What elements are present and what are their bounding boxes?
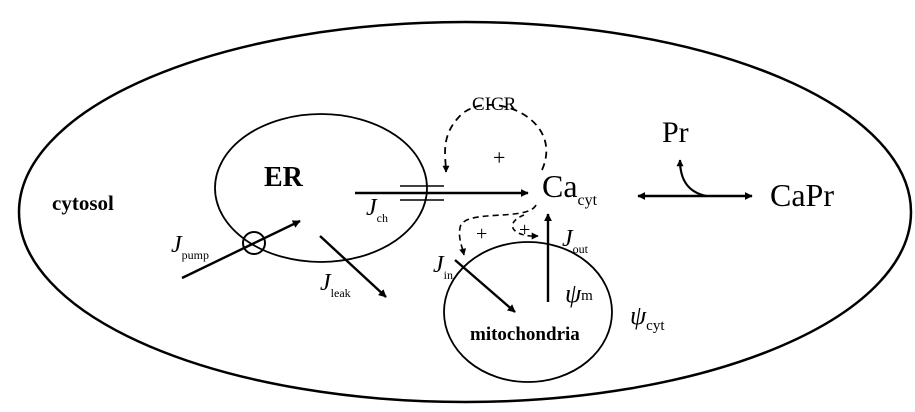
psi-m-label: ψm xyxy=(565,279,593,308)
cicr-label: CICR xyxy=(472,94,517,115)
j-leak-symbol: J xyxy=(320,270,332,296)
feedback-plus-left: + xyxy=(476,223,487,245)
psi-cyt-symbol: ψ xyxy=(630,301,647,330)
j-ch-symbol: J xyxy=(366,195,378,221)
cytosol-label: cytosol xyxy=(52,191,114,215)
er-label: ER xyxy=(264,162,304,193)
pr-label: Pr xyxy=(662,116,689,149)
j-leak-sub: leak xyxy=(331,286,351,300)
j-in-label: Jin xyxy=(433,252,453,282)
capr-label: CaPr xyxy=(770,177,834,213)
er-compartment xyxy=(214,113,428,263)
j-in-sub: in xyxy=(444,268,453,282)
j-in-symbol: J xyxy=(433,252,445,278)
cicr-plus-sign: + xyxy=(493,145,505,170)
j-leak-label: Jleak xyxy=(320,270,351,300)
mitochondria-label: mitochondria xyxy=(470,324,580,345)
feedback-arrow-right xyxy=(511,214,539,240)
j-pump-arrow xyxy=(181,219,301,280)
ca-cyt-label: Cacyt xyxy=(542,168,598,209)
j-out-sub: out xyxy=(573,242,589,256)
pump-symbol xyxy=(242,231,266,255)
feedback-arrow-left xyxy=(458,204,537,256)
j-out-label: Jout xyxy=(562,226,589,256)
psi-m-symbol: ψ xyxy=(565,279,582,308)
psi-m-sub: m xyxy=(581,288,593,304)
cicr-feedback-arrow xyxy=(442,103,548,173)
j-pump-symbol: J xyxy=(171,232,183,258)
j-ch-label: Jch xyxy=(366,195,388,225)
j-pump-sub: pump xyxy=(182,248,209,262)
ca-sub-text: cyt xyxy=(578,192,598,209)
psi-cyt-sub: cyt xyxy=(646,318,665,334)
j-pump-label: Jpump xyxy=(171,232,209,262)
cell-boundary xyxy=(17,20,913,404)
pr-branch-arrow xyxy=(676,159,707,198)
ca-base-text: Ca xyxy=(542,168,578,204)
j-out-symbol: J xyxy=(562,226,574,252)
j-ch-sub: ch xyxy=(377,211,388,225)
feedback-plus-right: + xyxy=(519,219,530,241)
mitochondria-compartment xyxy=(443,241,613,383)
j-in-arrow xyxy=(454,259,516,313)
psi-cyt-label: ψcyt xyxy=(630,301,665,334)
j-leak-arrow xyxy=(319,235,387,298)
